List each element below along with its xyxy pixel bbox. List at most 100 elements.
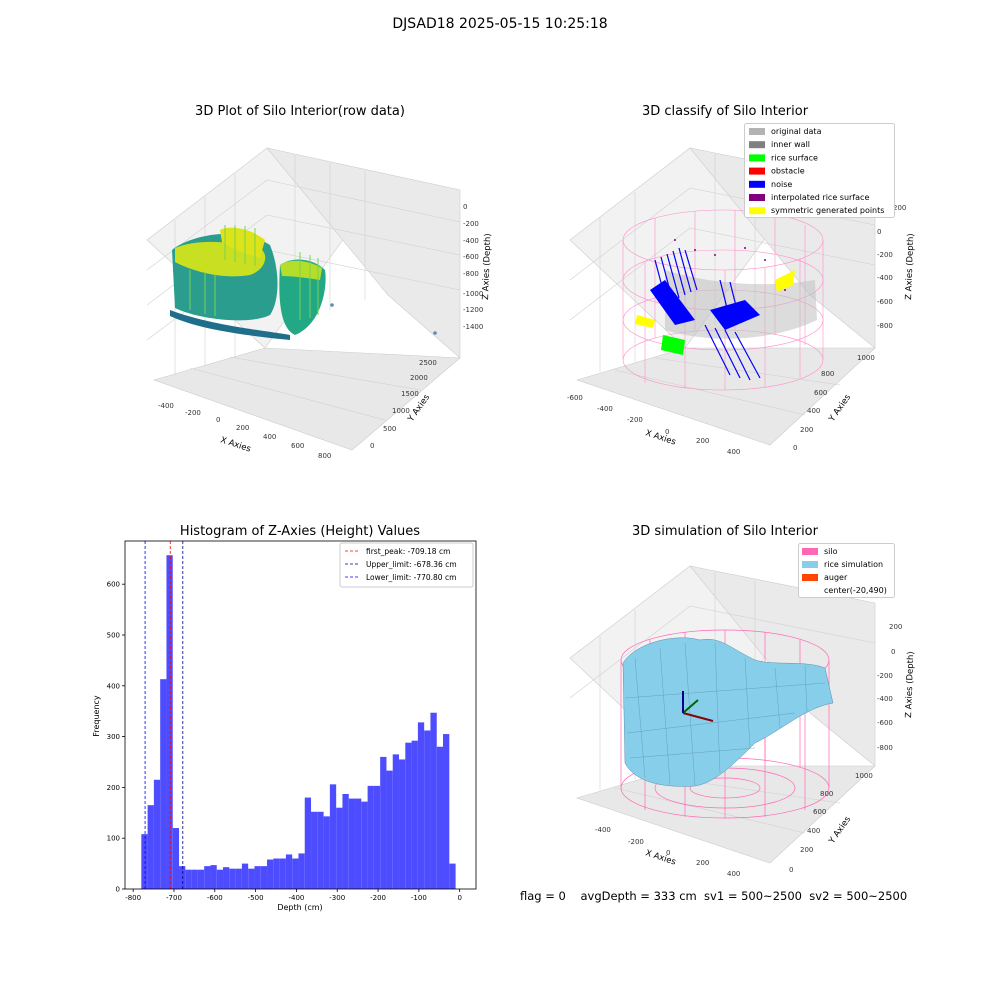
histogram-xtick-label: -400 [288, 894, 304, 902]
histogram-bar [323, 816, 330, 889]
histogram-bar [386, 770, 393, 889]
svg-text:-800: -800 [877, 322, 893, 330]
svg-text:-400: -400 [158, 402, 174, 410]
histogram-bar [292, 858, 299, 889]
histogram-bar [241, 863, 249, 889]
histogram-bar [367, 785, 374, 889]
legend-swatch [802, 574, 818, 581]
svg-text:500: 500 [383, 425, 396, 433]
classify-xlabel: X Axies [644, 428, 677, 447]
svg-text:0: 0 [789, 866, 793, 874]
raw-z-ticks: 0 -200 -400 -600 -800 -1000 -1200 -1400 [463, 203, 483, 331]
legend-label: symmetric generated points [771, 206, 884, 215]
svg-text:0: 0 [463, 203, 467, 211]
simulation-z-ticks: 200 0 -200 -400 -600 -800 [877, 623, 902, 752]
svg-text:-200: -200 [628, 838, 644, 846]
svg-text:800: 800 [318, 452, 331, 460]
histogram-bar [348, 798, 356, 889]
histogram-bar [355, 798, 362, 889]
histogram-ytick-label: 200 [107, 784, 120, 792]
histogram-bar [248, 868, 255, 889]
histogram-bar [304, 797, 312, 889]
raw-xlabel: X Axies [219, 435, 252, 454]
legend-label: noise [771, 180, 792, 189]
svg-text:-400: -400 [877, 274, 893, 282]
histogram-title: Histogram of Z-Axies (Height) Values [179, 524, 421, 539]
svg-text:-200: -200 [463, 220, 479, 228]
svg-text:200: 200 [236, 424, 249, 432]
histogram-bar [267, 859, 274, 889]
svg-text:-1200: -1200 [463, 306, 483, 314]
svg-text:-800: -800 [877, 744, 893, 752]
raw-3d-plot: -400 -200 0 200 400 600 800 X Axies 0 50… [146, 147, 493, 460]
histogram-chart: -800 -700 -600 -500 -400 -300 -200 -100 0 0 100 20… [92, 540, 477, 912]
histogram-bar [235, 868, 242, 889]
histogram-bar [141, 834, 148, 889]
legend-swatch [749, 167, 765, 175]
svg-text:-400: -400 [595, 826, 611, 834]
legend-swatch [749, 194, 765, 201]
histogram-bar [424, 730, 431, 889]
simulation-zlabel: Z Axies (Depth) [904, 651, 916, 718]
svg-text:1000: 1000 [392, 407, 410, 415]
svg-text:200: 200 [800, 426, 813, 434]
legend-label: original data [771, 127, 822, 136]
svg-text:-600: -600 [877, 719, 893, 727]
svg-text:0: 0 [891, 648, 895, 656]
classify-plot-title: 3D classify of Silo Interior [641, 104, 809, 119]
simulation-x-ticks: -400 -200 0 200 400 [595, 826, 740, 878]
raw-point-cloud [170, 225, 437, 340]
legend-label: obstacle [771, 167, 805, 176]
svg-text:600: 600 [814, 389, 827, 397]
legend-label: center(-20,490) [824, 586, 887, 595]
svg-text:400: 400 [807, 407, 820, 415]
histogram-xtick-label: -800 [125, 894, 141, 902]
histogram-ytick-label: 600 [107, 581, 120, 589]
simulation-plot-title: 3D simulation of Silo Interior [632, 524, 818, 539]
raw-y-ticks: 0 500 1000 1500 2000 2500 [370, 359, 437, 450]
classify-ylabel: Y Axies [827, 392, 854, 424]
legend-swatch [749, 141, 765, 149]
histogram-bar [417, 722, 425, 889]
svg-text:0: 0 [666, 849, 670, 857]
svg-text:0: 0 [370, 442, 374, 450]
svg-text:-600: -600 [463, 253, 479, 261]
svg-text:400: 400 [807, 827, 820, 835]
svg-text:-400: -400 [597, 405, 613, 413]
histogram-bar [449, 863, 456, 889]
svg-text:-600: -600 [877, 298, 893, 306]
histogram-bar [166, 555, 173, 889]
legend-label: interpolated rice surface [771, 193, 869, 202]
histogram-bar [443, 734, 450, 889]
classify-z-ticks: 200 0 -200 -400 -600 -800 [877, 204, 906, 330]
histogram-bar [216, 869, 224, 889]
histogram-xtick-label: -300 [329, 894, 345, 902]
classify-legend: original data inner wall rice surface obsta… [744, 123, 895, 218]
rice-surface [622, 637, 834, 787]
histogram-ytick-label: 100 [107, 835, 120, 843]
histogram-ylabel: Frequency [92, 695, 101, 737]
svg-text:200: 200 [696, 859, 709, 867]
histogram-bar [197, 869, 205, 889]
raw-plot-title: 3D Plot of Silo Interior(row data) [195, 104, 405, 119]
histogram-bar [311, 811, 318, 889]
histogram-bar [430, 712, 437, 889]
histogram-bar [405, 742, 412, 889]
svg-text:400: 400 [727, 448, 740, 456]
svg-text:200: 200 [893, 204, 906, 212]
svg-text:1000: 1000 [857, 354, 875, 362]
svg-text:200: 200 [889, 623, 902, 631]
classify-y-ticks: 0 200 400 600 800 1000 [793, 354, 875, 452]
simulation-xlabel: X Axies [644, 848, 677, 867]
histogram-bar [254, 866, 261, 889]
svg-text:400: 400 [727, 870, 740, 878]
histogram-xtick-label: -500 [248, 894, 264, 902]
raw-zlabel: Z Axies (Depth) [481, 233, 493, 300]
histogram-bar [436, 746, 444, 889]
legend-label: auger [824, 573, 848, 582]
legend-swatch [749, 128, 765, 135]
histogram-ytick-label: 400 [107, 682, 120, 690]
legend-swatch [749, 207, 765, 215]
simulation-legend: silo rice simulation auger center(-20,490) [798, 543, 895, 598]
svg-text:0: 0 [877, 228, 881, 236]
